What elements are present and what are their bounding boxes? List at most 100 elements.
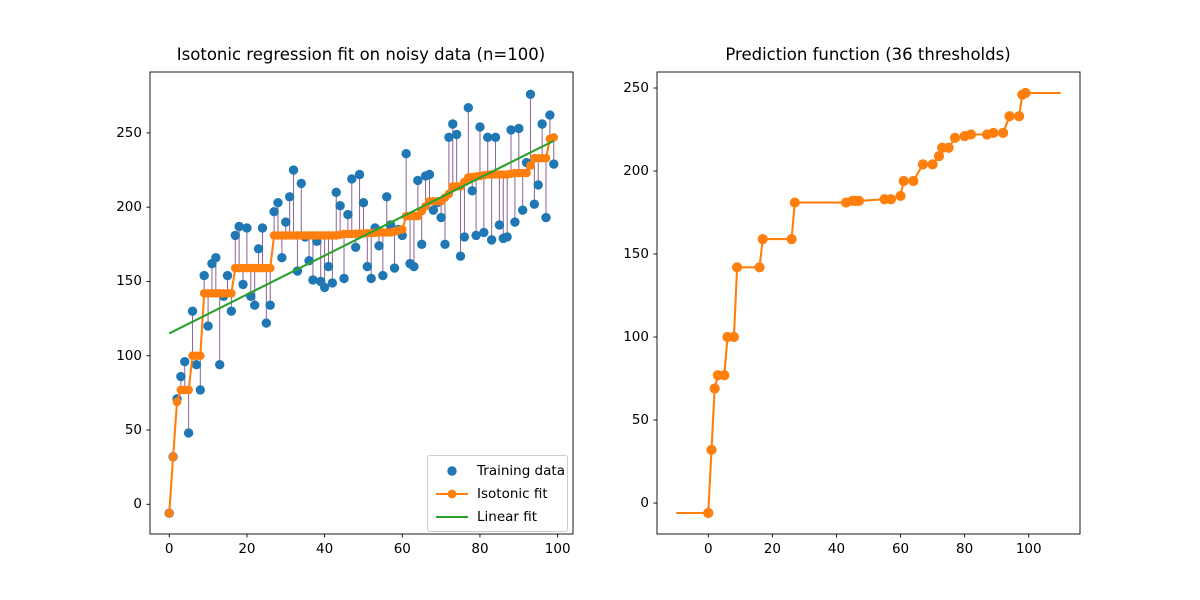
training-data-point (417, 239, 427, 250)
x-tick-label: 80 (471, 541, 489, 557)
training-data-point (517, 205, 528, 215)
prediction-threshold-marker (732, 262, 743, 273)
training-data-point (463, 102, 474, 113)
y-tick-label: 250 (623, 80, 649, 97)
training-data-point (343, 209, 353, 220)
legend-row-isotonic-fit: Isotonic fit (434, 482, 561, 505)
x-tick-label: 20 (763, 541, 781, 557)
x-tick-label: 40 (827, 541, 846, 557)
prediction-threshold-marker (706, 444, 717, 456)
prediction-threshold-marker (754, 262, 765, 273)
prediction-threshold-marker (1004, 111, 1015, 122)
legend-row-linear-fit: Linear fit (434, 505, 561, 528)
prediction-threshold-marker (988, 127, 999, 138)
training-data-point (339, 273, 349, 284)
training-data-point (545, 110, 555, 120)
isotonic-fit-marker (184, 385, 193, 395)
axes-1 (653, 71, 1081, 538)
training-data-point (354, 169, 365, 180)
training-data-point (347, 174, 357, 184)
training-data-point (494, 220, 505, 230)
isotonic-fit-marker (164, 508, 174, 518)
training-data-point (479, 227, 489, 238)
x-tick-label: 100 (1015, 541, 1042, 557)
y-tick-label: 200 (623, 163, 649, 180)
training-data-point (261, 318, 272, 328)
legend-row-training-data: Training data (434, 459, 565, 482)
training-data-point (389, 263, 400, 273)
training-data-point (471, 230, 481, 241)
prediction-threshold-marker (885, 194, 897, 205)
right-plot-title: Prediction function (36 thresholds) (725, 45, 1011, 64)
training-data-point (409, 261, 419, 272)
training-data-point (467, 186, 477, 196)
training-data-point (440, 239, 450, 250)
training-data-point (358, 198, 369, 208)
y-tick-label: 0 (133, 496, 142, 513)
isotonic-fit-marker (196, 351, 205, 361)
training-data-point (281, 217, 291, 227)
prediction-threshold-marker (933, 150, 945, 162)
prediction-threshold-marker (908, 175, 919, 187)
training-data-point (335, 200, 345, 211)
axes-spines (656, 71, 1081, 535)
linear-fit-line-icon (436, 515, 468, 518)
training-data-point (378, 270, 388, 281)
training-data-point (502, 232, 512, 242)
y-tick-label: 200 (116, 199, 142, 216)
prediction-threshold-marker (917, 159, 929, 170)
training-data-marker-icon (447, 465, 457, 476)
training-data-point (265, 300, 275, 310)
training-data-point (483, 132, 493, 143)
training-data-point (506, 125, 516, 135)
training-data-point (284, 192, 295, 202)
prediction-threshold-marker (997, 127, 1009, 138)
training-data-point (187, 306, 198, 316)
training-data-point (226, 306, 237, 316)
isotonic-fit-series (164, 133, 559, 518)
training-data-point (222, 270, 233, 281)
isotonic-fit-marker (541, 153, 551, 163)
training-data-point (424, 169, 435, 180)
training-data-point (296, 178, 306, 189)
prediction-threshold-marker (898, 175, 909, 187)
training-data-point (215, 359, 225, 370)
prediction-threshold-marker (789, 197, 800, 208)
isotonic-fit-line-icon (436, 489, 468, 498)
training-data-point (362, 261, 373, 272)
training-data-point (327, 278, 338, 288)
x-tick-label: 100 (544, 541, 571, 557)
training-data-point (533, 180, 543, 190)
prediction-threshold-marker (786, 233, 797, 245)
training-data-point (288, 165, 299, 175)
isotonic-fit-marker (265, 263, 275, 273)
training-data-point (486, 235, 497, 245)
x-tick-label: 20 (238, 541, 256, 557)
linear-fit-line (168, 139, 555, 335)
axes-0 (146, 71, 574, 538)
training-data-point (331, 187, 341, 198)
training-data-point (549, 159, 559, 169)
prediction-threshold-marker (895, 190, 906, 202)
training-data-point (514, 123, 524, 134)
training-data-point (374, 241, 384, 251)
training-data-point (253, 244, 264, 254)
y-tick-label: 100 (116, 347, 142, 364)
training-data-point (211, 252, 221, 263)
x-tick-label: 40 (316, 541, 334, 557)
y-tick-label: 50 (124, 422, 142, 438)
legend-label-linear-fit: Linear fit (477, 508, 538, 525)
training-data-point (230, 230, 240, 241)
training-data-point (308, 275, 318, 285)
training-data-point (428, 205, 439, 215)
legend-label-training-data: Training data (477, 462, 565, 479)
training-data-point (529, 199, 540, 209)
training-data-point (448, 119, 458, 129)
legend-dot (447, 489, 457, 498)
y-tick-label: 0 (640, 495, 649, 512)
training-data-point (382, 192, 392, 202)
training-data-point (238, 279, 248, 290)
training-data-point (195, 385, 206, 395)
prediction-threshold-marker (949, 132, 961, 143)
training-data-point (436, 212, 446, 223)
